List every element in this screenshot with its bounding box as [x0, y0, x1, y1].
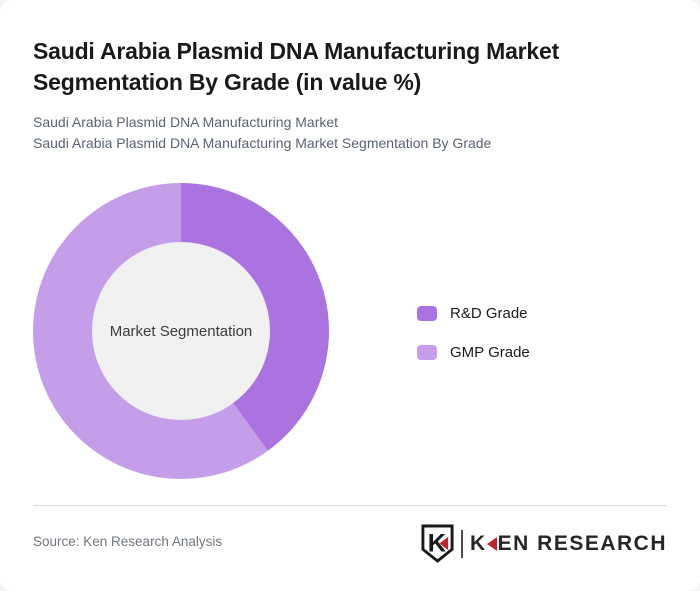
donut-center: Market Segmentation — [92, 242, 270, 420]
ken-research-logo: K K EN RESEARCH — [420, 524, 667, 563]
svg-text:K: K — [428, 529, 447, 557]
legend-item-rd-grade: R&D Grade — [417, 303, 530, 323]
page-title: Saudi Arabia Plasmid DNA Manufacturing M… — [33, 38, 560, 95]
donut-chart: Market Segmentation — [33, 183, 329, 479]
logo-letter-k: K — [469, 531, 487, 555]
legend-label: R&D Grade — [450, 304, 528, 322]
chart-legend: R&D Grade GMP Grade — [417, 303, 530, 381]
subtitle-line-2: Saudi Arabia Plasmid DNA Manufacturing M… — [33, 135, 492, 151]
legend-item-gmp-grade: GMP Grade — [417, 342, 530, 362]
logo-wordmark: K EN RESEARCH — [470, 532, 667, 556]
footer-divider — [33, 505, 667, 506]
legend-swatch-gmp-grade — [417, 344, 437, 360]
legend-label: GMP Grade — [450, 343, 530, 361]
logo-separator — [460, 529, 463, 558]
donut-center-label: Market Segmentation — [109, 322, 253, 340]
legend-swatch-rd-grade — [417, 305, 437, 321]
logo-text-rest: EN RESEARCH — [497, 531, 667, 555]
subtitle-line-1: Saudi Arabia Plasmid DNA Manufacturing M… — [33, 114, 339, 130]
red-triangle-icon — [486, 536, 497, 551]
chart-subtitle: Saudi Arabia Plasmid DNA Manufacturing M… — [33, 112, 491, 154]
shield-k-icon: K — [421, 524, 454, 563]
source-note: Source: Ken Research Analysis — [33, 534, 223, 549]
